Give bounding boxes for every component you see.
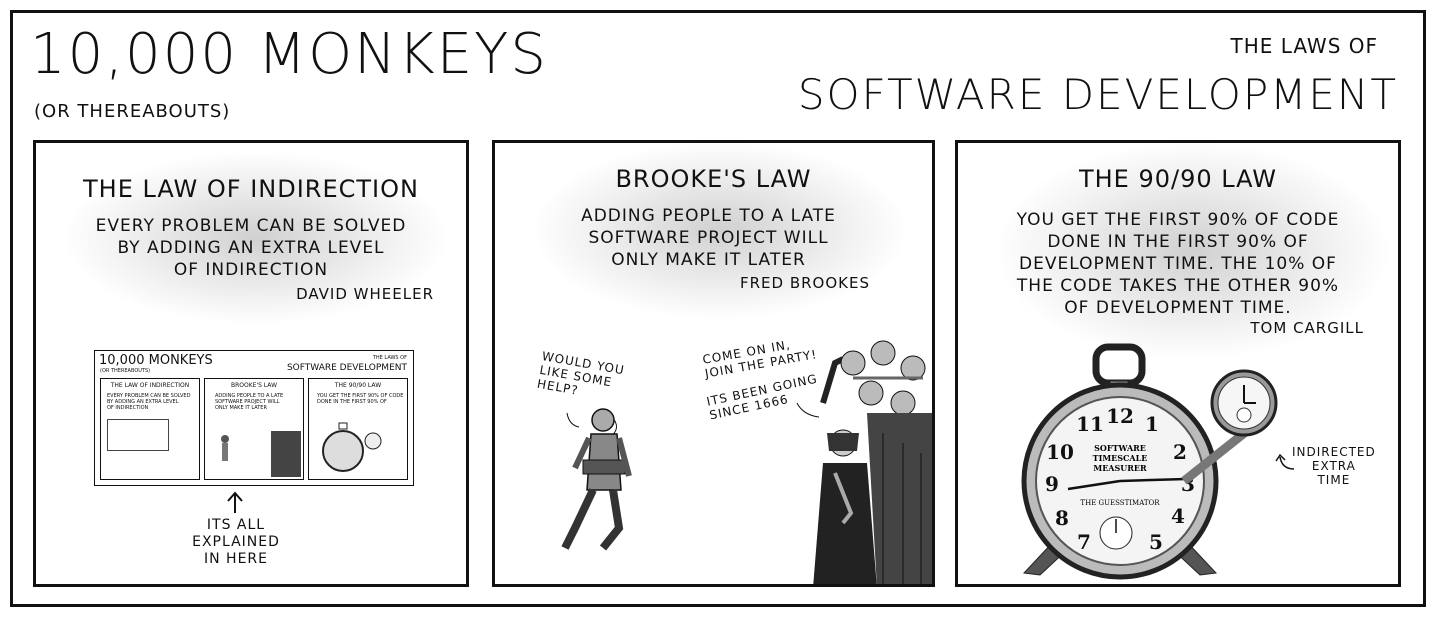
svg-text:10: 10 [1046, 440, 1074, 464]
crowd-speech-tail [796, 402, 820, 418]
text-line: DONE IN THE FIRST 90% OF [1047, 232, 1309, 252]
svg-text:2: 2 [1173, 440, 1187, 464]
panel-90-90-law: THE 90/90 LAW YOU GET THE FIRST 90% OF C… [955, 140, 1401, 587]
svg-text:4: 4 [1171, 504, 1185, 528]
svg-text:1: 1 [1145, 412, 1159, 436]
speech-bubble-walker: WOULD YOU LIKE SOME HELP? [535, 349, 626, 398]
mini-stopwatch-illustration [322, 422, 382, 472]
svg-text:9: 9 [1045, 472, 1059, 496]
text-line: DEVELOPMENT TIME. THE 10% OF [1019, 254, 1337, 274]
attribution: FRED BROOKES [739, 274, 870, 292]
text-line: ADDING PEOPLE TO A LATE [581, 206, 836, 226]
mini-title: 10,000 MONKEYS [99, 353, 213, 368]
svg-text:12: 12 [1106, 404, 1134, 428]
panel-brookes-law: BROOKE'S LAW ADDING PEOPLE TO A LATE SOF… [492, 140, 935, 587]
svg-text:11: 11 [1076, 412, 1104, 436]
small-clock-illustration [1210, 369, 1278, 437]
mini-laws-of: THE LAWS OF [372, 355, 407, 361]
clock-label-software: SOFTWARE [1094, 443, 1146, 453]
mini-panel-2: BROOKE'S LAW ADDING PEOPLE TO A LATE SOF… [204, 378, 304, 480]
crowd-illustration [813, 340, 932, 584]
text-line: EVERY PROBLEM CAN BE SOLVED [95, 216, 407, 236]
laws-of-heading: THE LAWS OF [1230, 34, 1378, 58]
mini-comic-caption: ITS ALL EXPLAINED IN HERE [192, 517, 280, 567]
clock-label-timescale: TIMESCALE [1093, 453, 1148, 463]
text-glow [535, 143, 905, 318]
mini-series-title: SOFTWARE DEVELOPMENT [286, 363, 407, 373]
strip-title: 10,000 MONKEYS [30, 22, 548, 87]
panel-title: BROOKE'S LAW [615, 165, 812, 193]
panel-law-of-indirection: THE LAW OF INDIRECTION EVERY PROBLEM CAN… [33, 140, 469, 587]
panel-text: ADDING PEOPLE TO A LATE SOFTWARE PROJECT… [495, 205, 932, 271]
indirected-time-callout: INDIRECTED EXTRA TIME [1292, 445, 1376, 487]
text-line: BY ADDING AN EXTRA LEVEL [117, 238, 385, 258]
text-glow [998, 143, 1388, 358]
walker-speech-tail [566, 412, 580, 428]
attribution: DAVID WHEELER [296, 285, 434, 303]
mini-subtitle: (OR THEREABOUTS) [100, 368, 151, 374]
comic-frame [10, 10, 1426, 607]
panel-text: EVERY PROBLEM CAN BE SOLVED BY ADDING AN… [36, 215, 466, 281]
strip-subtitle: (OR THEREABOUTS) [34, 101, 231, 122]
walking-man-illustration [561, 408, 632, 551]
text-line: ONLY MAKE IT LATER [611, 250, 806, 270]
callout-arrow-icon [1275, 453, 1295, 470]
text-line: OF INDIRECTION [173, 260, 329, 280]
up-arrow-icon [227, 491, 243, 513]
panel-text: YOU GET THE FIRST 90% OF CODE DONE IN TH… [958, 209, 1398, 319]
text-line: THE CODE TAKES THE OTHER 90% [1016, 276, 1340, 296]
svg-text:7: 7 [1077, 530, 1091, 554]
mini-panel-1: THE LAW OF INDIRECTION EVERY PROBLEM CAN… [100, 378, 200, 480]
clock-label-measurer: MEASURER [1093, 463, 1147, 473]
panel-title: THE 90/90 LAW [1078, 165, 1278, 193]
mini-panel-3: THE 90/90 LAW YOU GET THE FIRST 90% OF C… [308, 378, 408, 480]
svg-text:5: 5 [1149, 530, 1163, 554]
text-glow [66, 153, 446, 323]
attribution: TOM CARGILL [1250, 319, 1364, 337]
text-line: OF DEVELOPMENT TIME. [1064, 298, 1292, 318]
text-line: SOFTWARE PROJECT WILL [588, 228, 829, 248]
recursive-comic-thumbnail: 10,000 MONKEYS (OR THEREABOUTS) THE LAWS… [94, 350, 414, 486]
panel-title: THE LAW OF INDIRECTION [83, 175, 419, 203]
svg-text:8: 8 [1055, 506, 1069, 530]
mini-crowd-illustration [221, 431, 301, 477]
series-title: SOFTWARE DEVELOPMENT [797, 70, 1398, 119]
mini-mini-comic [107, 419, 169, 451]
text-line: YOU GET THE FIRST 90% OF CODE [1016, 210, 1340, 230]
speech-bubble-crowd-1: COME ON IN, JOIN THE PARTY! [701, 337, 819, 381]
clock-label-guesstimator: THE GUESSTIMATOR [1080, 499, 1160, 507]
